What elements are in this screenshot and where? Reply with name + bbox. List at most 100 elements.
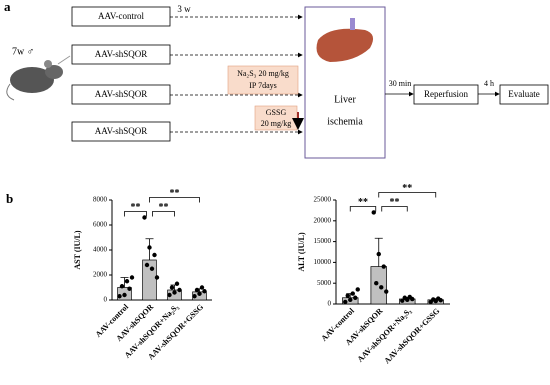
y-tick-label: 0 (104, 296, 108, 304)
group-box (71, 6, 171, 27)
data-point (119, 284, 125, 289)
group-label: AAV-control (98, 11, 145, 21)
panel-label: b (6, 191, 13, 206)
y-tick-label: 15000 (314, 237, 332, 245)
data-point (374, 281, 379, 286)
step-label: 4 h (484, 79, 494, 88)
liver-label: Liver (334, 94, 356, 105)
data-point (353, 295, 358, 300)
significance-bracket (378, 192, 437, 198)
significance-label: ** (402, 183, 412, 194)
step-label: 30 min (389, 79, 411, 88)
data-point (400, 298, 405, 303)
data-point (371, 210, 376, 215)
data-point (167, 292, 172, 298)
treatment-label: 20 mg/kg (261, 119, 291, 128)
y-tick-label: 20000 (314, 216, 332, 224)
significance-bracket (381, 206, 408, 212)
group-box (71, 84, 171, 105)
clamp-icon (350, 18, 355, 30)
reperfusion-label: Reperfusion (424, 89, 468, 99)
data-point (345, 293, 350, 298)
data-point (431, 297, 436, 302)
data-point (144, 262, 150, 268)
data-point (197, 291, 202, 296)
group-label: AAV-shSQOR (95, 89, 148, 99)
data-point (172, 290, 177, 295)
group-box (71, 121, 171, 142)
y-tick-label: 25000 (314, 196, 332, 204)
treatment-box (254, 105, 298, 131)
data-point (117, 294, 122, 299)
y-tick-label: 6000 (93, 221, 108, 229)
evaluate-label: Evaluate (508, 89, 539, 99)
data-point (379, 285, 384, 290)
x-tick-label: AAV-shSQOR+Na₂S₃ (356, 306, 414, 364)
panel-a: a 7w ♂ AAV-control AAV-shSQOR AAV-shSQOR… (4, 0, 549, 159)
y-tick-label: 2000 (93, 271, 108, 279)
y-tick-label: 4000 (93, 246, 108, 254)
bar (370, 266, 387, 305)
significance-bracket (152, 211, 175, 217)
mouse-icon (6, 55, 71, 101)
significance-label: ** (390, 197, 400, 208)
treatment-box (227, 65, 299, 95)
error-bar (120, 277, 129, 288)
significance-label: ** (358, 197, 368, 208)
reperfusion-box (413, 84, 479, 105)
group-label: AAV-shSQOR (95, 49, 148, 59)
significance-label: ** (159, 202, 169, 213)
data-point (384, 289, 389, 294)
x-tick-label: AAV-shSQOR+GSSG (382, 306, 441, 365)
data-point (124, 279, 130, 284)
significance-label: ** (170, 188, 180, 199)
group-label: AAV-shSQOR (95, 126, 148, 136)
panel-label: a (4, 0, 11, 14)
significance-bracket (124, 211, 147, 217)
data-point (129, 275, 135, 280)
y-tick-label: 0 (328, 300, 332, 308)
data-point (174, 281, 180, 286)
animal-label: 7w ♂ (12, 46, 34, 57)
data-point (127, 286, 132, 291)
group-box (71, 44, 171, 65)
data-point (402, 295, 407, 300)
y-tick-label: 10000 (314, 258, 332, 266)
data-point (199, 285, 205, 290)
data-point (122, 292, 127, 298)
data-point (154, 275, 160, 280)
treatment-label: IP 7days (249, 81, 276, 90)
data-point (152, 252, 157, 258)
data-point (177, 287, 182, 293)
y-axis-label: ALT (IU/L) (297, 232, 306, 272)
data-point (350, 291, 355, 296)
data-point (142, 215, 147, 220)
data-point (202, 289, 207, 294)
significance-bracket (149, 197, 200, 203)
liver-icon (316, 28, 374, 62)
data-point (343, 299, 348, 305)
evaluate-box (499, 84, 549, 105)
liver-label: ischemia (327, 116, 363, 127)
treatment-label: GSSG (266, 108, 287, 117)
data-point (381, 264, 386, 269)
data-point (194, 287, 200, 293)
duration-label: 3 w (177, 4, 191, 14)
data-point (376, 251, 381, 257)
data-point (355, 287, 360, 292)
y-axis-label: AST (IU/L) (73, 230, 82, 270)
significance-bracket (349, 206, 377, 212)
y-tick-label: 8000 (93, 196, 108, 204)
data-point (407, 294, 412, 300)
significance-label: ** (131, 202, 141, 213)
data-point (149, 266, 155, 271)
data-point (147, 245, 152, 250)
data-point (169, 285, 175, 290)
bar (142, 259, 157, 301)
data-point (436, 296, 441, 301)
y-tick-label: 5000 (317, 279, 332, 287)
treatment-label: Na₂S₃ 20 mg/kg (237, 69, 289, 78)
